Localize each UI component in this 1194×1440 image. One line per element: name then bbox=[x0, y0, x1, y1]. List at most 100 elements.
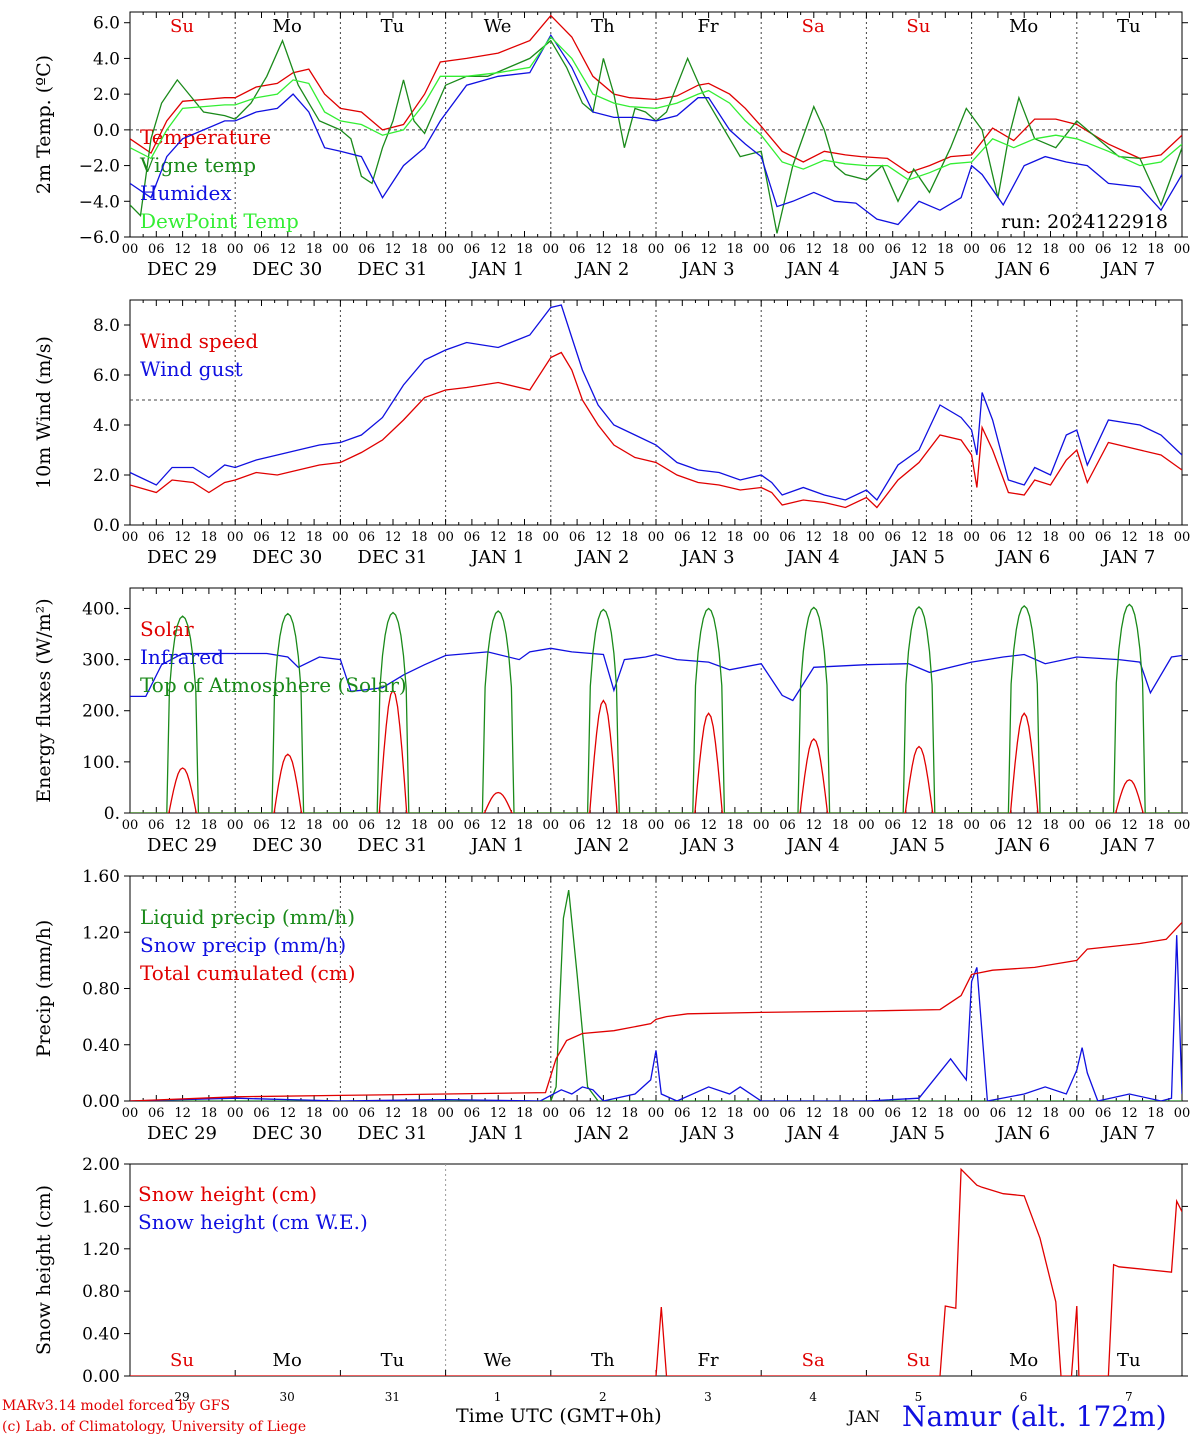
station-label: Namur (alt. 172m) bbox=[902, 1400, 1167, 1433]
hour-label: 18 bbox=[621, 1106, 638, 1121]
y-tick-label: 300. bbox=[82, 651, 120, 671]
hour-label: 00 bbox=[963, 530, 980, 545]
date-label: JAN 2 bbox=[574, 1123, 629, 1144]
series-line-vigne-temp bbox=[130, 38, 1182, 234]
y-tick-label: 0.40 bbox=[82, 1325, 120, 1345]
y-tick-label: −4.0 bbox=[79, 192, 120, 212]
legend-entry: Wind speed bbox=[140, 329, 258, 353]
hour-label: 12 bbox=[490, 530, 507, 545]
y-axis-label: Precip (mm/h) bbox=[33, 920, 55, 1058]
hour-label: 06 bbox=[464, 530, 481, 545]
month-label: JAN bbox=[848, 1407, 880, 1426]
hour-label: 18 bbox=[832, 1106, 849, 1121]
hour-label: 00 bbox=[858, 818, 875, 833]
y-tick-label: 0. bbox=[104, 804, 120, 824]
hour-label: 18 bbox=[1147, 530, 1164, 545]
hour-label: 12 bbox=[911, 1106, 928, 1121]
hour-label: 06 bbox=[569, 530, 586, 545]
day-name-label: Th bbox=[591, 1350, 615, 1371]
hour-label: 18 bbox=[516, 1106, 533, 1121]
day-name-label: Tu bbox=[381, 1350, 405, 1371]
hour-label: 06 bbox=[674, 1106, 691, 1121]
hour-label: 18 bbox=[201, 242, 218, 257]
hour-label: 06 bbox=[148, 1106, 165, 1121]
hour-label: 18 bbox=[411, 1106, 428, 1121]
date-label: DEC 29 bbox=[147, 1123, 217, 1144]
hour-label: 12 bbox=[1016, 530, 1033, 545]
day-name-label: Mo bbox=[273, 1350, 302, 1371]
date-label: JAN 6 bbox=[995, 1123, 1050, 1144]
series-line-temperature bbox=[130, 14, 1182, 174]
hour-label: 00 bbox=[1174, 1106, 1191, 1121]
hour-label: 12 bbox=[911, 818, 928, 833]
hour-label: 18 bbox=[621, 818, 638, 833]
hour-label: 00 bbox=[122, 1106, 139, 1121]
day-number-label: 30 bbox=[280, 1390, 295, 1404]
y-axis-label: 10m Wind (m/s) bbox=[33, 336, 55, 489]
hour-label: 18 bbox=[1042, 1106, 1059, 1121]
date-label: JAN 4 bbox=[785, 259, 840, 280]
hour-label: 12 bbox=[174, 1106, 191, 1121]
date-label: JAN 5 bbox=[890, 835, 945, 856]
hour-label: 06 bbox=[253, 242, 270, 257]
hour-label: 06 bbox=[1095, 1106, 1112, 1121]
legend-entry: Snow precip (mm/h) bbox=[140, 933, 346, 957]
hour-label: 00 bbox=[543, 1106, 560, 1121]
hour-label: 18 bbox=[621, 530, 638, 545]
hour-label: 12 bbox=[1016, 818, 1033, 833]
hour-label: 06 bbox=[148, 818, 165, 833]
y-tick-label: 200. bbox=[82, 702, 120, 722]
legend-entry: Snow height (cm W.E.) bbox=[138, 1210, 368, 1234]
day-name-label: Tu bbox=[1117, 1350, 1141, 1371]
hour-label: 18 bbox=[727, 1106, 744, 1121]
series-line-infrared bbox=[130, 647, 1182, 702]
y-tick-label: 0.40 bbox=[82, 1036, 120, 1056]
hour-label: 12 bbox=[490, 242, 507, 257]
hour-label: 12 bbox=[700, 1106, 717, 1121]
hour-label: 00 bbox=[1174, 530, 1191, 545]
hour-label: 12 bbox=[911, 242, 928, 257]
lab-credit: (c) Lab. of Climatology, University of L… bbox=[2, 1419, 307, 1435]
model-credit: MARv3.14 model forced by GFS bbox=[2, 1398, 231, 1414]
date-label: JAN 5 bbox=[890, 259, 945, 280]
day-name-label: Mo bbox=[273, 16, 302, 37]
date-label: JAN 7 bbox=[1100, 547, 1155, 568]
y-tick-label: 8.0 bbox=[93, 316, 120, 336]
y-axis-label: Snow height (cm) bbox=[33, 1185, 55, 1355]
y-tick-label: 1.20 bbox=[82, 1240, 120, 1260]
hour-label: 12 bbox=[700, 818, 717, 833]
hour-label: 12 bbox=[280, 818, 297, 833]
date-label: DEC 29 bbox=[147, 547, 217, 568]
hour-label: 06 bbox=[779, 530, 796, 545]
hour-label: 00 bbox=[543, 818, 560, 833]
hour-label: 12 bbox=[1121, 530, 1138, 545]
legend-entry: Humidex bbox=[140, 181, 232, 205]
date-label: DEC 31 bbox=[357, 835, 427, 856]
hour-label: 12 bbox=[490, 1106, 507, 1121]
hour-label: 06 bbox=[1095, 242, 1112, 257]
series-line-liquid-precip-mm-h- bbox=[130, 889, 1182, 1101]
hour-label: 18 bbox=[306, 1106, 323, 1121]
hour-label: 06 bbox=[674, 818, 691, 833]
y-tick-label: 2.0 bbox=[93, 466, 120, 486]
hour-label: 18 bbox=[201, 530, 218, 545]
hour-label: 06 bbox=[569, 818, 586, 833]
date-label: DEC 30 bbox=[252, 259, 322, 280]
y-tick-label: 0.80 bbox=[82, 1282, 120, 1302]
legend-entry: Wind gust bbox=[140, 357, 243, 381]
hour-label: 00 bbox=[332, 818, 349, 833]
y-tick-label: 1.60 bbox=[82, 867, 120, 887]
day-number-label: 7 bbox=[1125, 1390, 1133, 1404]
y-tick-label: 0.00 bbox=[82, 1092, 120, 1112]
time-axis-label: Time UTC (GMT+0h) bbox=[456, 1405, 662, 1427]
hour-label: 00 bbox=[963, 242, 980, 257]
hour-label: 18 bbox=[411, 242, 428, 257]
hour-label: 18 bbox=[306, 242, 323, 257]
hour-label: 06 bbox=[674, 242, 691, 257]
y-tick-label: 100. bbox=[82, 753, 120, 773]
hour-label: 00 bbox=[543, 530, 560, 545]
hour-label: 12 bbox=[911, 530, 928, 545]
hour-label: 12 bbox=[174, 818, 191, 833]
day-name-label: Su bbox=[906, 16, 930, 37]
